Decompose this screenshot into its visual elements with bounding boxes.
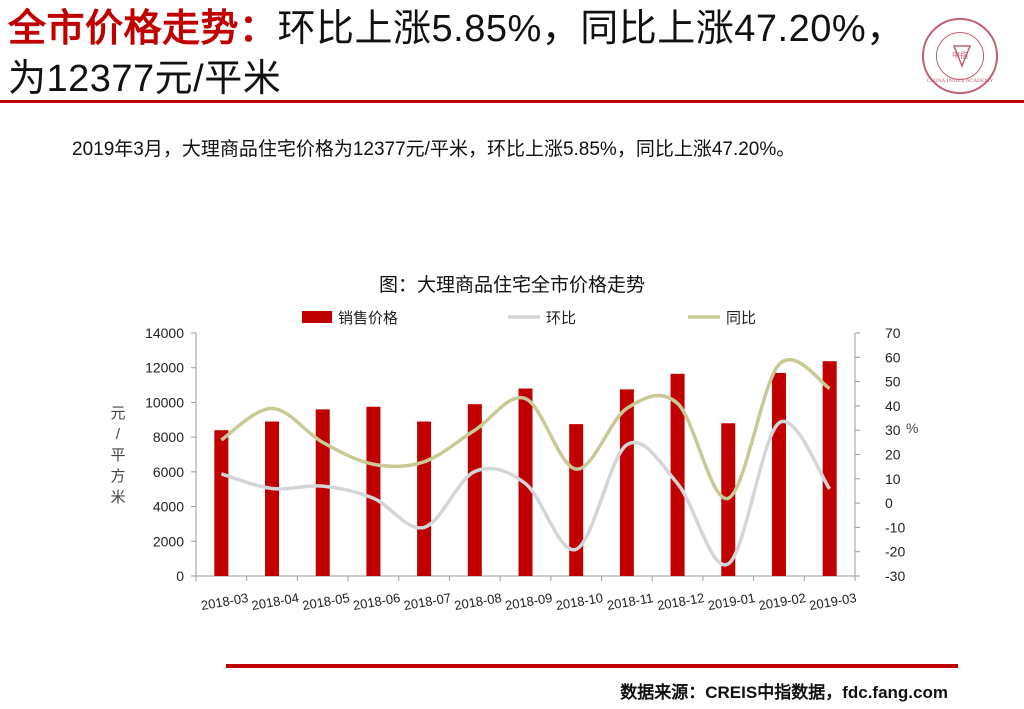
right-tick-label: 30 [885, 422, 901, 438]
right-tick-label: 0 [885, 495, 893, 511]
x-tick-label: 2018-09 [504, 590, 554, 613]
chart-title: 图：大理商品住宅全市价格走势 [378, 275, 645, 296]
left-tick-label: 10000 [145, 394, 184, 410]
summary-text: 2019年3月，大理商品住宅价格为12377元/平米，环比上涨5.85%，同比上… [72, 139, 796, 160]
x-tick-label: 2019-02 [757, 590, 807, 613]
x-tick-label: 2018-05 [301, 590, 351, 613]
title-divider [0, 100, 1024, 103]
right-axis-label: % [906, 420, 918, 436]
line-series-mom [220, 419, 832, 567]
left-axis-label: 米 [110, 489, 125, 506]
legend-label-mom: 环比 [546, 310, 576, 327]
footer-divider [226, 664, 958, 668]
left-axis-label: 方 [110, 468, 125, 485]
right-tick-label: -10 [885, 519, 905, 535]
data-source: 数据来源：CREIS中指数据，fdc.fang.com [620, 683, 948, 702]
right-tick-label: 10 [885, 471, 901, 487]
bar-sales-price [417, 421, 432, 576]
right-tick-label: 60 [885, 349, 901, 365]
left-tick-label: 14000 [145, 325, 184, 341]
svg-text:CHINA INDEX ACADEMY: CHINA INDEX ACADEMY [927, 78, 994, 84]
svg-text:中指: 中指 [952, 50, 968, 60]
bar-sales-price [315, 409, 330, 576]
left-axis-label: / [116, 426, 121, 443]
page-title-highlight: 全市价格走势： [8, 8, 278, 50]
left-tick-label: 0 [176, 568, 184, 584]
x-tick-label: 2018-11 [606, 590, 655, 613]
bar-sales-price [214, 430, 229, 576]
legend-label-yoy: 同比 [726, 310, 756, 327]
x-tick-label: 2018-07 [403, 590, 453, 613]
china-index-academy-seal-icon: 中指 CHINA INDEX ACADEMY [922, 18, 998, 94]
bar-sales-price [619, 389, 634, 576]
page-title-rest: 环比上涨5.85%，同比上涨47.20%，为12377元/平米 [8, 8, 905, 100]
left-tick-label: 2000 [153, 533, 184, 549]
bar-sales-price [569, 424, 584, 576]
legend-swatch-sales-price [302, 311, 332, 323]
left-tick-label: 8000 [153, 429, 184, 445]
bar-sales-price [822, 361, 837, 576]
x-tick-label: 2018-08 [453, 590, 503, 613]
right-tick-label: 70 [885, 325, 901, 341]
left-axis-label: 元 [110, 405, 125, 422]
bar-sales-price [265, 421, 280, 576]
left-axis-label: 平 [110, 447, 125, 464]
x-tick-label: 2018-12 [656, 590, 706, 613]
left-tick-label: 4000 [153, 499, 184, 515]
x-tick-label: 2018-10 [555, 590, 605, 613]
bar-sales-price [771, 372, 786, 576]
page-title: 全市价格走势：环比上涨5.85%，同比上涨47.20%，为12377元/平米 [8, 4, 908, 104]
right-tick-label: -20 [885, 544, 905, 560]
right-tick-label: -30 [885, 568, 905, 584]
legend-label-sales-price: 销售价格 [338, 310, 398, 327]
bar-sales-price [366, 406, 381, 576]
bar-sales-price [670, 373, 685, 576]
right-tick-label: 50 [885, 374, 901, 390]
x-tick-label: 2019-01 [707, 590, 757, 613]
line-series-yoy [220, 358, 831, 501]
x-tick-label: 2019-03 [808, 590, 858, 613]
x-tick-label: 2018-03 [200, 590, 250, 613]
right-tick-label: 40 [885, 398, 901, 414]
bar-sales-price [467, 404, 482, 576]
left-tick-label: 12000 [145, 360, 184, 376]
right-tick-label: 20 [885, 447, 901, 463]
x-tick-label: 2018-04 [250, 590, 300, 613]
x-tick-label: 2018-06 [352, 590, 402, 613]
left-tick-label: 6000 [153, 464, 184, 480]
